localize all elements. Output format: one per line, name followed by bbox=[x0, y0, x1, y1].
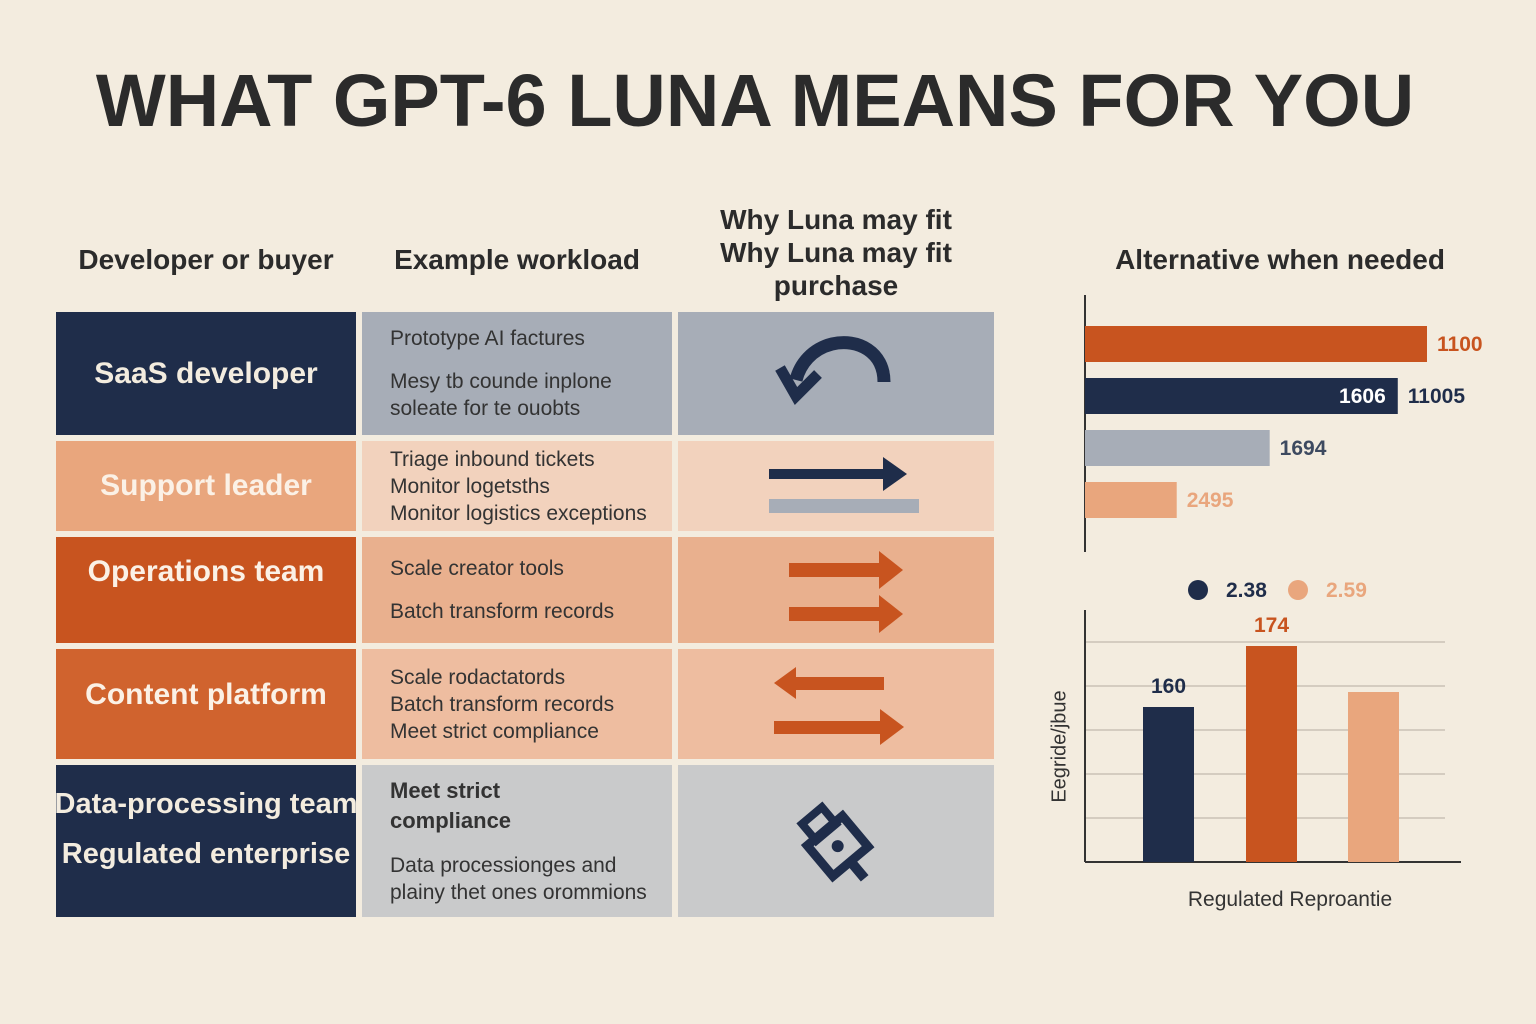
vertical-bar-chart: 2.38 2.59 160 174 bbox=[1084, 579, 1461, 863]
legend-swatch bbox=[1188, 580, 1208, 600]
workload-line: Batch transform records bbox=[390, 692, 615, 716]
hbar bbox=[1085, 378, 1398, 414]
double-right-arrow-icon bbox=[789, 551, 903, 633]
hbar-label-inside: 1606 bbox=[1339, 385, 1386, 408]
header-buyer: Developer or buyer bbox=[78, 244, 334, 275]
hbar bbox=[1085, 482, 1177, 518]
row-support-buyer: Support leader bbox=[56, 441, 356, 531]
workload-line: Mesy tb counde inplone bbox=[390, 370, 612, 393]
workload-line-bold: compliance bbox=[390, 808, 512, 833]
row-saas-fit bbox=[678, 312, 994, 435]
vchart-ylabel: Eegride/jbue bbox=[1048, 690, 1071, 803]
hbar bbox=[1085, 430, 1270, 466]
legend-label: 2.38 bbox=[1226, 579, 1267, 602]
row-operations-workload: Scale creator tools Batch transform reco… bbox=[362, 537, 672, 643]
row-content-buyer: Content platform bbox=[56, 649, 356, 759]
buyer-label: Content platform bbox=[85, 678, 327, 711]
row-data-fit bbox=[678, 765, 994, 917]
vbar-value-label: 160 bbox=[1151, 675, 1186, 698]
row-content-workload: Scale rodactatords Batch transform recor… bbox=[362, 649, 672, 759]
row-operations-fit bbox=[678, 537, 994, 643]
buyer-label: Support leader bbox=[100, 469, 312, 502]
row-support-fit bbox=[678, 441, 994, 531]
workload-line: soleate for te ouobts bbox=[390, 397, 581, 420]
row-data-buyer: Data-processing team Regulated enterpris… bbox=[56, 765, 356, 917]
workload-line: Scale creator tools bbox=[390, 557, 564, 580]
header-why-line-3: purchase bbox=[773, 270, 899, 301]
header-why-luna: Why Luna may fit Why Luna may fit purcha… bbox=[678, 203, 994, 302]
legend-swatch bbox=[1288, 580, 1308, 600]
workload-line: Prototype AI factures bbox=[390, 327, 585, 350]
header-why-line-2: Why Luna may fit bbox=[720, 237, 952, 268]
workload-line: Scale rodactatords bbox=[390, 665, 566, 689]
workload-line: Monitor logetsths bbox=[390, 474, 550, 498]
buyer-label: SaaS developer bbox=[94, 356, 318, 390]
buyer-label: Operations team bbox=[87, 555, 325, 588]
hbar-label: 2495 bbox=[1187, 489, 1234, 512]
buyer-label: Data-processing team bbox=[56, 788, 356, 820]
row-operations-buyer: Operations team bbox=[56, 537, 356, 643]
horizontal-bar-chart: 1100 1606 11005 1694 2495 bbox=[1084, 295, 1483, 552]
vbar-value-label: 174 bbox=[1254, 614, 1289, 637]
header-workload: Example workload bbox=[394, 244, 640, 275]
hbar bbox=[1085, 326, 1427, 362]
row-data-workload: Meet strict compliance Data processionge… bbox=[362, 765, 672, 917]
workload-line: Data processionges and bbox=[390, 854, 617, 877]
vbar bbox=[1143, 707, 1194, 862]
left-right-arrows-icon bbox=[774, 667, 904, 745]
workload-line: Batch transform records bbox=[390, 600, 615, 623]
row-content-fit bbox=[678, 649, 994, 759]
hbar-label: 11005 bbox=[1408, 385, 1466, 408]
hbar-label: 1100 bbox=[1437, 333, 1483, 356]
row-support-workload: Triage inbound tickets Monitor logetsths… bbox=[362, 441, 672, 531]
row-saas-buyer: SaaS developer bbox=[56, 312, 356, 435]
page-title: WHAT GPT-6 LUNA MEANS FOR YOU bbox=[95, 59, 1415, 142]
workload-line: Meet strict compliance bbox=[390, 719, 599, 743]
header-alternative: Alternative when needed bbox=[1115, 244, 1445, 275]
legend-label: 2.59 bbox=[1326, 579, 1367, 602]
vbar bbox=[1348, 692, 1399, 862]
workload-line: Monitor logistics exceptions bbox=[390, 501, 647, 525]
workload-line-bold: Meet strict bbox=[390, 778, 501, 803]
right-arrow-bar-icon bbox=[769, 457, 919, 513]
hbar-label: 1694 bbox=[1280, 437, 1327, 460]
workload-line: plainy thet ones orommions bbox=[390, 881, 647, 904]
vbar bbox=[1246, 646, 1297, 862]
row-saas-workload: Prototype AI factures Mesy tb counde inp… bbox=[362, 312, 672, 435]
curved-return-arrow-icon bbox=[775, 335, 891, 405]
vchart-xlabel: Regulated Reproantie bbox=[1187, 888, 1393, 911]
header-why-line-1: Why Luna may fit bbox=[720, 204, 952, 235]
workload-line: Triage inbound tickets bbox=[390, 447, 595, 471]
usb-plug-icon bbox=[796, 801, 875, 883]
buyer-label: Regulated enterprise bbox=[61, 838, 351, 870]
